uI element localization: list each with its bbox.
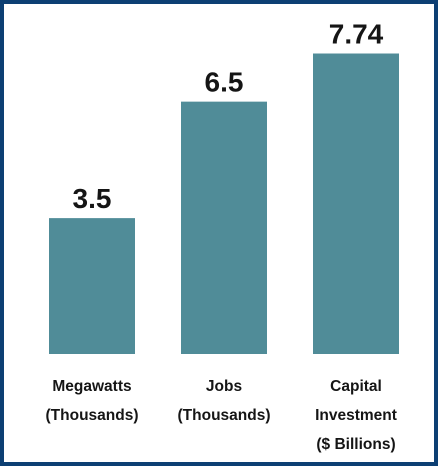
value-label-1: 6.5 — [205, 67, 244, 98]
category-label-0-line-0: Megawatts — [52, 378, 131, 395]
value-label-2: 7.74 — [329, 19, 384, 50]
bar-1 — [181, 101, 267, 354]
category-label-2-line-2: ($ Billions) — [316, 436, 395, 453]
category-label-1-line-0: Jobs — [206, 378, 242, 395]
category-label-2-line-1: Investment — [315, 407, 397, 424]
category-label-0-line-1: (Thousands) — [46, 407, 139, 424]
value-label-0: 3.5 — [73, 183, 112, 214]
category-label-1-line-1: (Thousands) — [178, 407, 271, 424]
bar-2 — [313, 53, 399, 354]
bar-chart: 3.5 Megawatts (Thousands) 6.5 Jobs (Thousands… — [46, 19, 399, 453]
bar-0 — [49, 218, 135, 354]
category-label-2-line-0: Capital — [330, 378, 382, 395]
